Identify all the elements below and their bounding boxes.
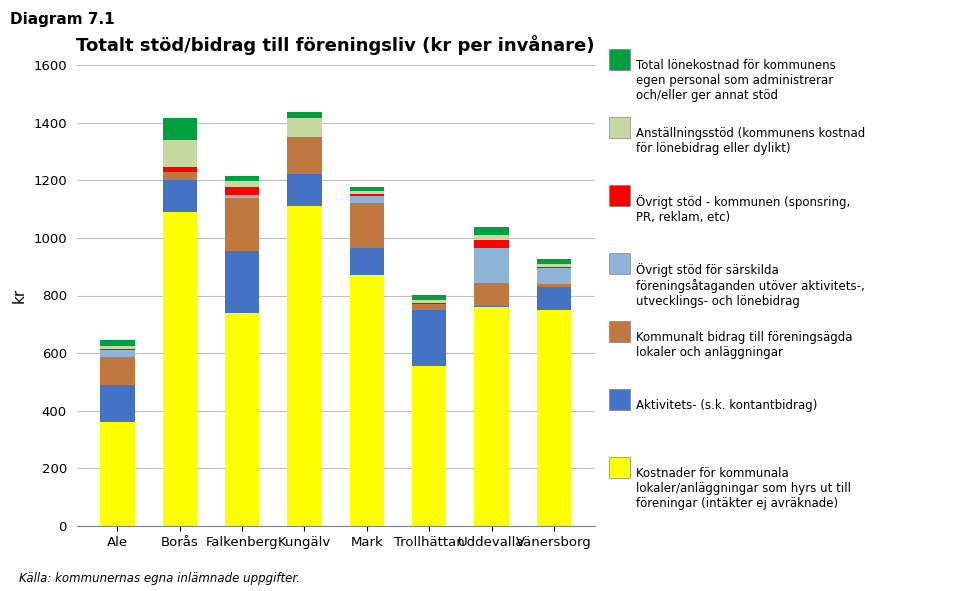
Bar	[537, 287, 571, 310]
Bar	[412, 300, 446, 303]
Bar	[288, 118, 321, 137]
Bar	[101, 346, 134, 349]
Bar	[225, 197, 259, 251]
Bar	[225, 187, 259, 194]
Bar	[288, 112, 321, 118]
Bar	[163, 171, 197, 180]
Bar	[537, 268, 571, 284]
Bar	[350, 203, 384, 248]
Bar	[225, 181, 259, 187]
Text: Diagram 7.1: Diagram 7.1	[10, 12, 114, 27]
Bar	[475, 235, 508, 240]
Bar	[537, 259, 571, 264]
Text: Anställningsstöd (kommunens kostnad
för lönebidrag eller dylikt): Anställningsstöd (kommunens kostnad för …	[636, 127, 865, 155]
Bar	[101, 350, 134, 358]
Bar	[475, 248, 508, 282]
Bar	[225, 194, 259, 197]
Bar	[350, 248, 384, 275]
Bar	[475, 226, 508, 235]
Bar	[225, 251, 259, 313]
Bar	[412, 366, 446, 526]
Bar	[101, 358, 134, 385]
Text: Källa: kommunernas egna inlämnade uppgifter.: Källa: kommunernas egna inlämnade uppgif…	[19, 572, 300, 585]
Bar	[350, 196, 384, 203]
Bar	[475, 282, 508, 306]
Bar	[537, 267, 571, 268]
Bar	[412, 303, 446, 304]
Bar	[101, 422, 134, 526]
Bar	[412, 310, 446, 366]
Bar	[350, 194, 384, 196]
Bar	[537, 284, 571, 287]
Text: Aktivitets- (s.k. kontantbidrag): Aktivitets- (s.k. kontantbidrag)	[636, 399, 817, 412]
Bar	[163, 140, 197, 167]
Text: Övrigt stöd - kommunen (sponsring,
PR, reklam, etc): Övrigt stöd - kommunen (sponsring, PR, r…	[636, 195, 850, 224]
Y-axis label: kr: kr	[12, 288, 26, 303]
Title: Totalt stöd/bidrag till föreningsliv (kr per invånare): Totalt stöd/bidrag till föreningsliv (kr…	[77, 35, 595, 55]
Bar	[412, 304, 446, 310]
Bar	[475, 240, 508, 248]
Bar	[225, 176, 259, 181]
Bar	[101, 349, 134, 350]
Bar	[537, 264, 571, 267]
Text: Total lönekostnad för kommunens
egen personal som administrerar
och/eller ger an: Total lönekostnad för kommunens egen per…	[636, 59, 835, 102]
Bar	[288, 206, 321, 526]
Bar	[163, 118, 197, 140]
Bar	[537, 310, 571, 526]
Bar	[101, 340, 134, 346]
Bar	[288, 174, 321, 206]
Bar	[225, 313, 259, 526]
Bar	[163, 167, 197, 171]
Text: Kommunalt bidrag till föreningsägda
lokaler och anläggningar: Kommunalt bidrag till föreningsägda loka…	[636, 331, 853, 359]
Bar	[350, 187, 384, 191]
Bar	[350, 275, 384, 526]
Bar	[350, 191, 384, 194]
Bar	[475, 307, 508, 526]
Text: Kostnader för kommunala
lokaler/anläggningar som hyrs ut till
föreningar (intäkt: Kostnader för kommunala lokaler/anläggni…	[636, 467, 851, 510]
Bar	[412, 296, 446, 300]
Bar	[288, 137, 321, 174]
Bar	[101, 385, 134, 422]
Bar	[163, 180, 197, 212]
Text: Övrigt stöd för särskilda
föreningsåtaganden utöver aktivitets-,
utvecklings- oc: Övrigt stöd för särskilda föreningsåtaga…	[636, 263, 865, 308]
Bar	[163, 212, 197, 526]
Bar	[475, 306, 508, 307]
